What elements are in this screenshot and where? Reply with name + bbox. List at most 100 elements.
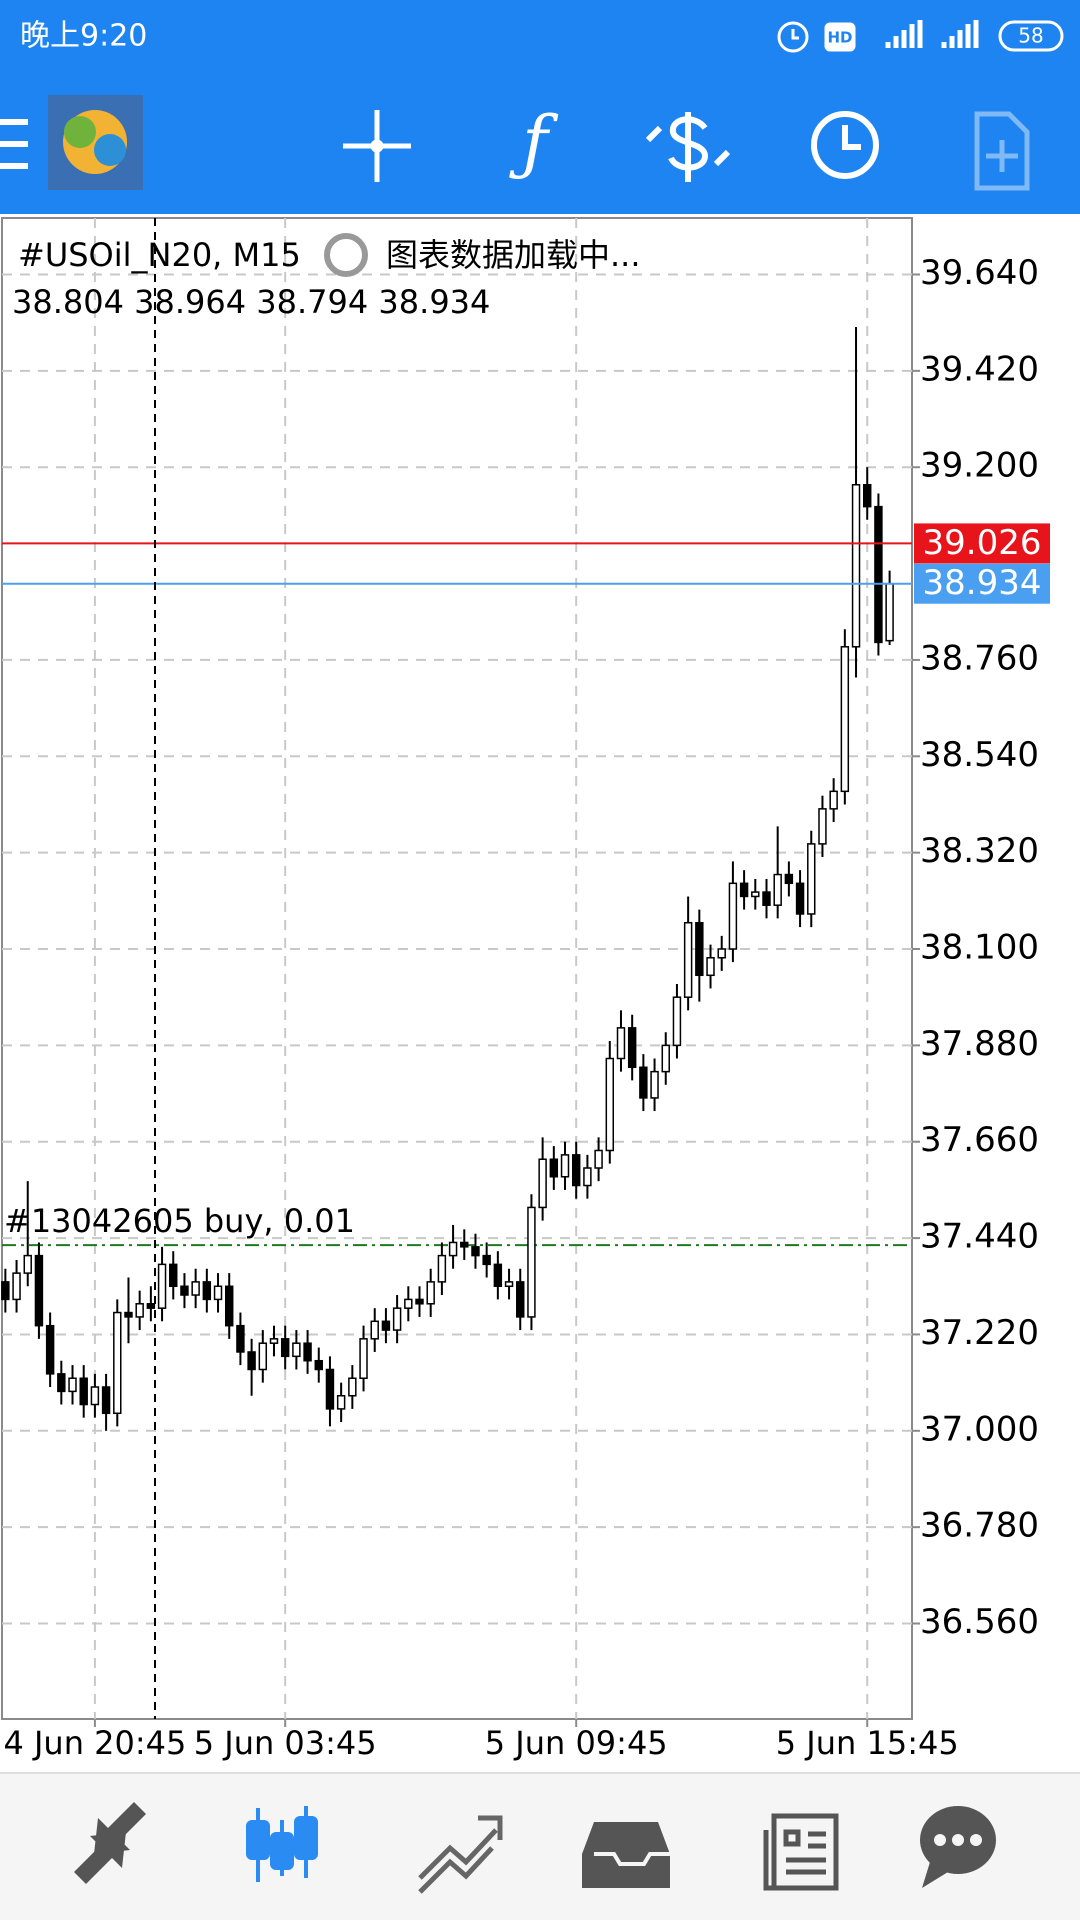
candle-body	[426, 1281, 435, 1305]
candle-body	[762, 891, 771, 906]
y-tick-label: 37.220	[920, 1313, 1039, 1353]
order-label: #13042605 buy, 0.01	[4, 1202, 355, 1240]
y-tick-label: 36.780	[920, 1506, 1039, 1546]
nav-chat[interactable]	[920, 1806, 996, 1888]
candle-body	[57, 1373, 66, 1393]
y-tick-label: 38.100	[920, 928, 1039, 968]
candle-body	[370, 1320, 379, 1340]
candle-body	[225, 1285, 234, 1327]
status-icons: HD	[777, 20, 1064, 53]
candle-body	[840, 646, 850, 793]
price-tag-label: 39.026	[923, 523, 1042, 563]
candle-body	[392, 1307, 402, 1331]
candle-body	[773, 873, 782, 906]
y-tick-label: 38.760	[920, 638, 1039, 678]
menu-button[interactable]	[0, 119, 28, 169]
app-bar	[0, 0, 1080, 214]
crosshair-button[interactable]	[343, 110, 411, 182]
candle-body	[124, 1311, 133, 1318]
candle-body	[471, 1246, 480, 1257]
ohlc-high: 38.964	[134, 283, 246, 321]
y-tick-label: 39.640	[920, 253, 1039, 293]
nav-history[interactable]	[582, 1822, 670, 1888]
candle-body	[863, 483, 872, 508]
candle-body	[269, 1338, 279, 1344]
candle-body	[639, 1066, 648, 1099]
candle-body	[157, 1263, 167, 1309]
candle-body	[728, 882, 738, 950]
candle-body	[68, 1377, 77, 1393]
candle-body	[12, 1272, 21, 1301]
candle-body	[795, 882, 805, 915]
candle-body	[482, 1254, 491, 1266]
candle-body	[135, 1303, 144, 1318]
candle-body	[325, 1368, 335, 1410]
ohlc-info: 38.804 38.964 38.794 38.934	[12, 283, 490, 321]
candle-body	[1, 1281, 10, 1301]
candle-body	[460, 1241, 469, 1248]
y-tick-label: 37.660	[920, 1120, 1039, 1160]
candle-body	[247, 1351, 256, 1371]
candle-body	[627, 1027, 637, 1069]
candle-body	[437, 1254, 447, 1283]
loading-spinner	[324, 233, 368, 277]
svg-text:HD: HD	[827, 29, 852, 47]
candle-body	[672, 996, 682, 1047]
candle-body	[571, 1154, 581, 1187]
x-tick-label: 5 Jun 15:45	[776, 1724, 959, 1762]
bottom-nav	[0, 1773, 1080, 1920]
candle-body	[527, 1206, 536, 1318]
candle-body	[146, 1303, 156, 1309]
candle-body	[739, 882, 749, 898]
status-time: 晚上9:20	[20, 19, 147, 54]
candle-body	[695, 921, 704, 977]
candle-body	[650, 1070, 659, 1099]
candle-body	[415, 1298, 424, 1305]
candle-body	[34, 1254, 44, 1327]
candle-body	[258, 1342, 268, 1371]
candle-body	[169, 1263, 178, 1288]
nav-trade[interactable]	[418, 1815, 503, 1894]
candle-body	[191, 1281, 200, 1296]
trade-button[interactable]	[645, 112, 731, 182]
templates-button[interactable]	[974, 111, 1030, 191]
y-tick-label: 36.560	[920, 1602, 1039, 1642]
candle-body	[359, 1338, 368, 1379]
y-tick-label: 38.540	[920, 735, 1039, 775]
y-tick-label: 37.000	[920, 1409, 1039, 1449]
app-logo[interactable]	[48, 95, 143, 190]
y-tick-label: 37.440	[920, 1217, 1039, 1257]
y-tick-label: 38.320	[920, 831, 1039, 871]
period-button[interactable]	[811, 111, 879, 179]
candle-body	[851, 483, 861, 648]
nav-chart[interactable]	[246, 1806, 318, 1882]
candle-body	[45, 1324, 55, 1375]
candle-body	[560, 1154, 570, 1178]
candle-body	[213, 1285, 223, 1301]
candle-body	[661, 1044, 670, 1073]
candle-body	[113, 1311, 122, 1415]
candle-body	[706, 957, 715, 977]
candle-body	[336, 1395, 346, 1410]
candle-body	[292, 1342, 301, 1358]
candle-body	[784, 873, 794, 885]
candle-body	[683, 921, 693, 998]
loading-text: 图表数据加载中...	[386, 236, 641, 274]
nav-news[interactable]	[763, 1813, 839, 1891]
ohlc-close: 38.934	[378, 283, 490, 321]
candle-body	[493, 1263, 503, 1288]
candle-body	[448, 1241, 458, 1257]
x-tick-label: 5 Jun 09:45	[485, 1724, 668, 1762]
chart-title: #USOil_N20, M15	[18, 236, 301, 274]
y-tick-label: 39.420	[920, 349, 1039, 389]
y-tick-label: 39.200	[920, 446, 1039, 486]
nav-quotes[interactable]	[74, 1802, 146, 1884]
candle-body	[605, 1057, 615, 1152]
candle-body	[616, 1027, 626, 1060]
price-tag-label: 38.934	[923, 563, 1042, 603]
candle-body	[516, 1281, 525, 1318]
candle-body	[79, 1377, 88, 1406]
candle-body	[583, 1167, 592, 1187]
candle-body	[885, 582, 894, 642]
candle-body	[807, 843, 816, 915]
